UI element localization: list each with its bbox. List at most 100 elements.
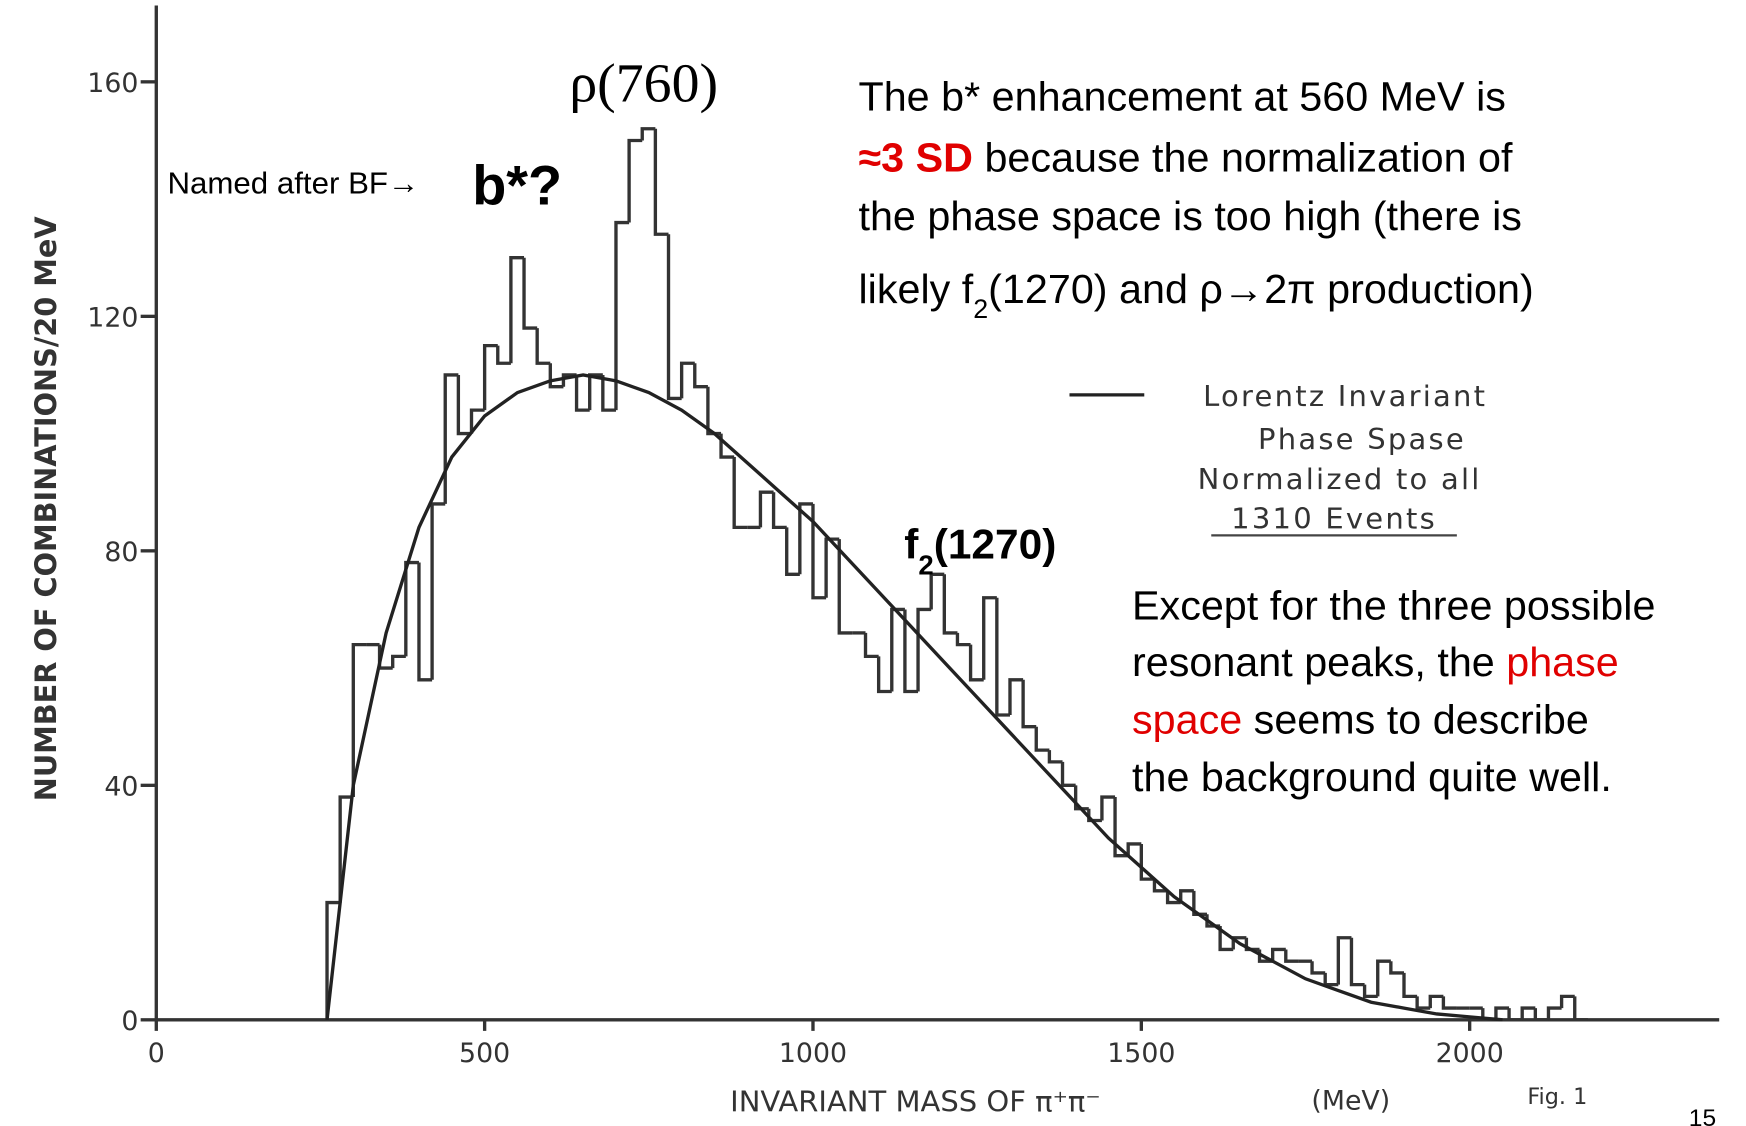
histogram-bin <box>1165 890 1181 905</box>
text-segment: (1270) <box>934 521 1057 568</box>
histogram-bin <box>1428 994 1444 1009</box>
rich-text: space seems to describe <box>1132 697 1589 743</box>
histogram-bin <box>1415 996 1431 1010</box>
histogram-bin <box>1008 678 1024 715</box>
histogram-bin <box>1336 936 1352 985</box>
legend-label: Phase Spase <box>1258 422 1466 456</box>
histogram-bin <box>391 654 406 669</box>
histogram-bin <box>771 492 787 530</box>
histogram-bin <box>968 644 984 682</box>
histogram-bin <box>1113 797 1129 858</box>
text-segment: because the normalization of <box>973 135 1513 181</box>
text-segment: phase <box>1506 639 1619 685</box>
histogram-bin <box>982 596 997 680</box>
bstar-label: b*? <box>472 155 562 217</box>
histogram-bin <box>1349 937 1365 987</box>
histogram-bin <box>1362 984 1378 999</box>
histogram-bin <box>1021 679 1037 729</box>
histogram-bin <box>1244 937 1260 952</box>
histogram-bin <box>798 502 813 575</box>
histogram-bin <box>706 386 722 436</box>
histogram-bin <box>653 128 669 236</box>
histogram-bin <box>1310 961 1326 975</box>
text-segment: f <box>904 521 919 568</box>
x-unit: (MeV) <box>1311 1086 1390 1117</box>
x-axis-label: INVARIANT MASS OF π⁺π⁻ <box>730 1085 1100 1119</box>
histogram-bin <box>693 363 708 389</box>
histogram-bin <box>1179 889 1194 903</box>
histogram-bin <box>1060 761 1076 787</box>
histogram-bin <box>627 138 643 223</box>
rho-label: ρ(760) <box>569 53 718 115</box>
text-segment: the background quite well. <box>1132 754 1612 800</box>
histogram-bin <box>430 502 446 680</box>
text-segment: (1270) and ρ→2π production) <box>988 266 1534 312</box>
histogram-bin <box>535 328 551 365</box>
page-number: 15 <box>1689 1105 1716 1126</box>
histogram-bin <box>1507 1008 1523 1022</box>
histogram-bin <box>929 572 945 610</box>
rich-text: the phase space is too high (there is <box>858 193 1522 239</box>
histogram-bin <box>1573 996 1588 1022</box>
histogram-bin <box>1559 994 1575 1009</box>
rich-text: likely f2(1270) and ρ→2π production) <box>858 266 1533 324</box>
x-tick-label: 2000 <box>1436 1038 1504 1069</box>
histogram-bin <box>824 537 840 598</box>
phase-space-curve <box>325 373 1503 1022</box>
histogram-bin <box>509 256 525 364</box>
histogram-bin <box>417 562 433 682</box>
histogram-bin <box>1073 785 1089 811</box>
legend-label: Lorentz Invariant <box>1203 379 1487 413</box>
x-tick-label: 1500 <box>1107 1038 1175 1069</box>
histogram-bin <box>1402 972 1418 999</box>
histogram-bin <box>995 597 1010 717</box>
y-axis-label: NUMBER OF COMBINATIONS/20 MeV <box>29 216 63 802</box>
histogram-bin <box>1376 959 1391 997</box>
histogram-bin <box>758 490 774 528</box>
text-segment: Except for the three possible <box>1132 583 1655 629</box>
histogram-bin <box>837 539 853 635</box>
rich-text: Except for the three possible <box>1132 583 1655 629</box>
histogram-bin <box>1034 726 1050 752</box>
histogram-bin <box>1441 996 1457 1010</box>
histogram-bin <box>1389 961 1405 975</box>
histogram-bin <box>811 503 827 600</box>
named-note: Named after BF→ <box>167 166 419 201</box>
histogram-bin <box>325 900 341 1020</box>
histogram-bin <box>338 795 354 903</box>
y-tick-label: 160 <box>87 68 138 99</box>
rich-text: The b* enhancement at 560 MeV is <box>858 74 1505 120</box>
text-segment: seems to describe <box>1242 697 1589 743</box>
y-tick-label: 120 <box>87 302 138 333</box>
histogram-bin <box>1047 750 1063 764</box>
histogram-bin <box>548 363 564 389</box>
histogram-bin <box>456 374 472 436</box>
histogram-bin <box>1270 947 1286 962</box>
histogram-bin <box>1139 843 1155 881</box>
x-tick-label: 0 <box>148 1038 165 1069</box>
histogram-bin <box>863 632 879 659</box>
histogram-bin <box>1218 926 1234 952</box>
text-segment: 2 <box>918 549 933 580</box>
histogram-bin <box>574 374 590 412</box>
histogram-bin <box>679 361 695 399</box>
y-tick-label: 80 <box>104 537 138 568</box>
histogram-bin <box>732 457 748 530</box>
histogram-bin <box>1520 1006 1536 1020</box>
text-segment: resonant peaks, the <box>1132 639 1506 685</box>
text-segment: likely f <box>858 266 973 312</box>
histogram-bin <box>614 220 630 411</box>
rich-text: f2(1270) <box>904 521 1056 580</box>
legend-label: Normalized to all <box>1198 462 1482 496</box>
text-segment: ≈3 SD <box>858 135 972 181</box>
histogram-bin <box>1323 972 1339 987</box>
histogram-bin <box>561 373 577 387</box>
rich-text: ≈3 SD because the normalization of <box>858 135 1513 181</box>
histogram-bin <box>903 609 919 694</box>
histogram-bin <box>601 374 616 412</box>
x-tick-label: 1000 <box>779 1038 847 1069</box>
histogram-bin <box>785 527 800 576</box>
histogram-bin <box>1100 795 1116 821</box>
histogram-bin <box>666 234 682 401</box>
